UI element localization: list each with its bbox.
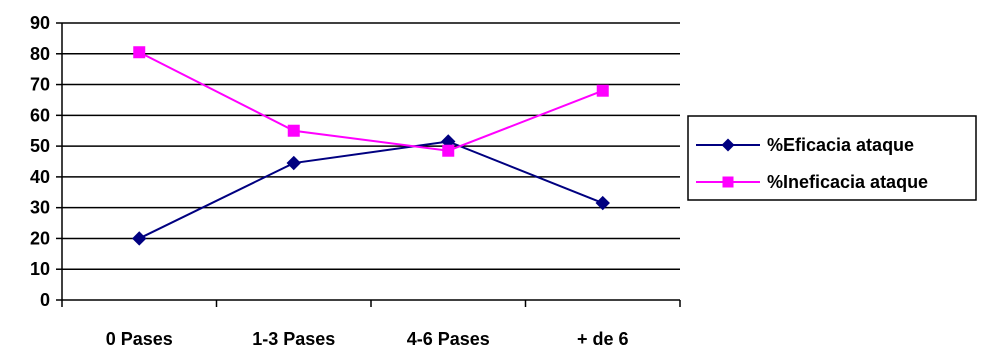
legend-item-eficacia: %Eficacia ataque <box>696 135 914 155</box>
y-tick-label: 80 <box>30 44 50 64</box>
series-layer <box>132 46 610 246</box>
axes: 0 10 20 30 40 50 60 70 80 90 0 Pases 1-3 Pases 4-6 P… <box>30 13 681 349</box>
legend-label-ineficacia: %Ineficacia ataque <box>767 172 928 192</box>
data-point <box>132 231 147 246</box>
legend-label-eficacia: %Eficacia ataque <box>767 135 914 155</box>
gridlines <box>62 22 680 270</box>
x-tick-label: 0 Pases <box>106 329 173 347</box>
data-point <box>442 144 455 157</box>
x-tick-label: 4-6 Pases <box>407 329 490 347</box>
legend-marker-eficacia <box>721 138 735 152</box>
data-point <box>287 124 300 137</box>
series-eficacia <box>132 134 610 246</box>
y-tick-label: 30 <box>30 198 50 218</box>
data-point <box>596 84 609 97</box>
series-ineficacia <box>133 46 609 157</box>
legend-item-ineficacia: %Ineficacia ataque <box>696 172 928 192</box>
series-line <box>138 140 604 240</box>
y-tick-label: 70 <box>30 75 50 95</box>
data-point <box>286 155 301 171</box>
data-point <box>133 46 146 59</box>
legend-marker-ineficacia <box>722 176 734 188</box>
x-tick-label: + de 6 <box>577 329 629 347</box>
y-tick-label: 10 <box>30 259 50 279</box>
y-tick-label: 60 <box>30 105 50 125</box>
y-tick-label: 90 <box>30 13 50 33</box>
series-line <box>138 51 604 152</box>
data-point <box>595 195 610 211</box>
y-tick-label: 40 <box>30 167 50 187</box>
legend: %Eficacia ataque %Ineficacia ataque <box>687 115 977 201</box>
y-tick-label: 50 <box>30 136 50 156</box>
x-tick-label: 1-3 Pases <box>252 329 335 347</box>
legend-box <box>687 115 977 201</box>
y-tick-label: 20 <box>30 228 50 248</box>
y-tick-label: 0 <box>40 290 50 310</box>
